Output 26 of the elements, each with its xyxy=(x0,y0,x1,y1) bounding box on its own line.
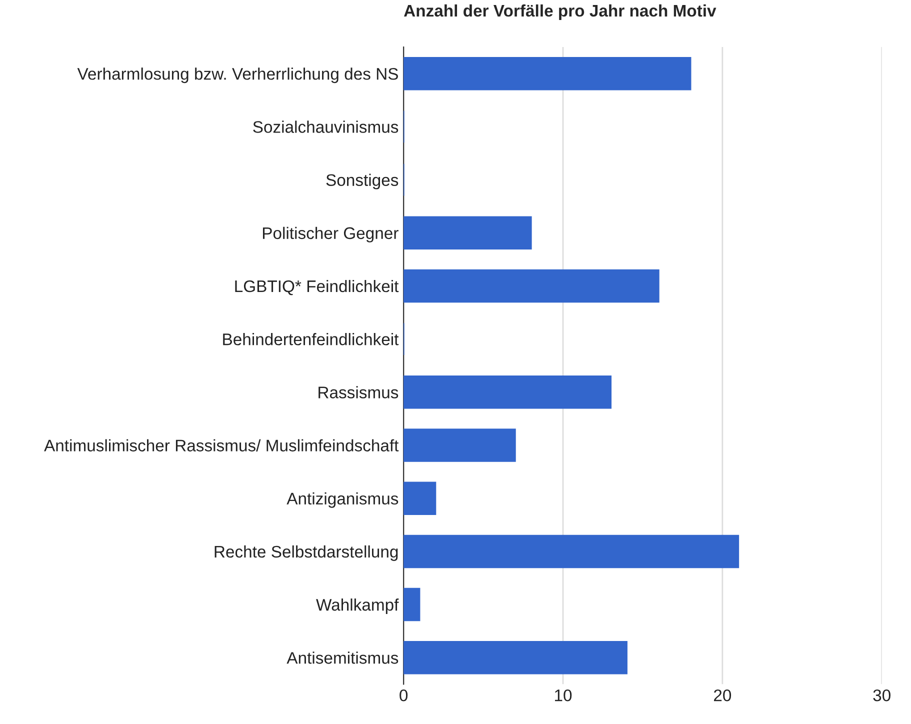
bar xyxy=(404,641,628,674)
chart-title: Anzahl der Vorfälle pro Jahr nach Motiv xyxy=(404,4,716,20)
y-tick-label: Antisemitismus xyxy=(286,652,398,664)
y-tick-label: Rechte Selbstdarstellung xyxy=(214,545,398,561)
bar xyxy=(404,588,420,622)
bar xyxy=(404,269,660,303)
x-tick-label: 20 xyxy=(714,689,732,702)
y-tick-label: Rassismus xyxy=(318,386,398,398)
bar xyxy=(404,216,532,250)
y-tick-label: LGBTIQ* Feindlichkeit xyxy=(235,280,399,296)
bar xyxy=(404,482,436,515)
y-tick-label: Sonstiges xyxy=(326,174,398,190)
bar xyxy=(404,428,516,462)
bar xyxy=(404,376,612,409)
y-tick-label: Verharmlosung bzw. Verherrlichung des NS xyxy=(77,68,398,84)
y-tick-label: Politischer Gegner xyxy=(262,226,398,242)
y-tick-label: Antiziganismus xyxy=(286,492,398,508)
x-tick-label: 10 xyxy=(555,689,572,702)
y-tick-label: Sozialchauvinismus xyxy=(253,120,398,133)
y-tick-label: Behindertenfeindlichkeit xyxy=(223,333,399,346)
x-tick-label: 0 xyxy=(400,689,408,702)
y-tick-label: Wahlkampf xyxy=(316,598,399,614)
x-tick-label: 30 xyxy=(873,689,890,702)
bar xyxy=(404,56,692,90)
y-tick-label: Antimuslimischer Rassismus/ Muslimfeindschaft xyxy=(44,439,399,452)
bar xyxy=(404,534,740,568)
